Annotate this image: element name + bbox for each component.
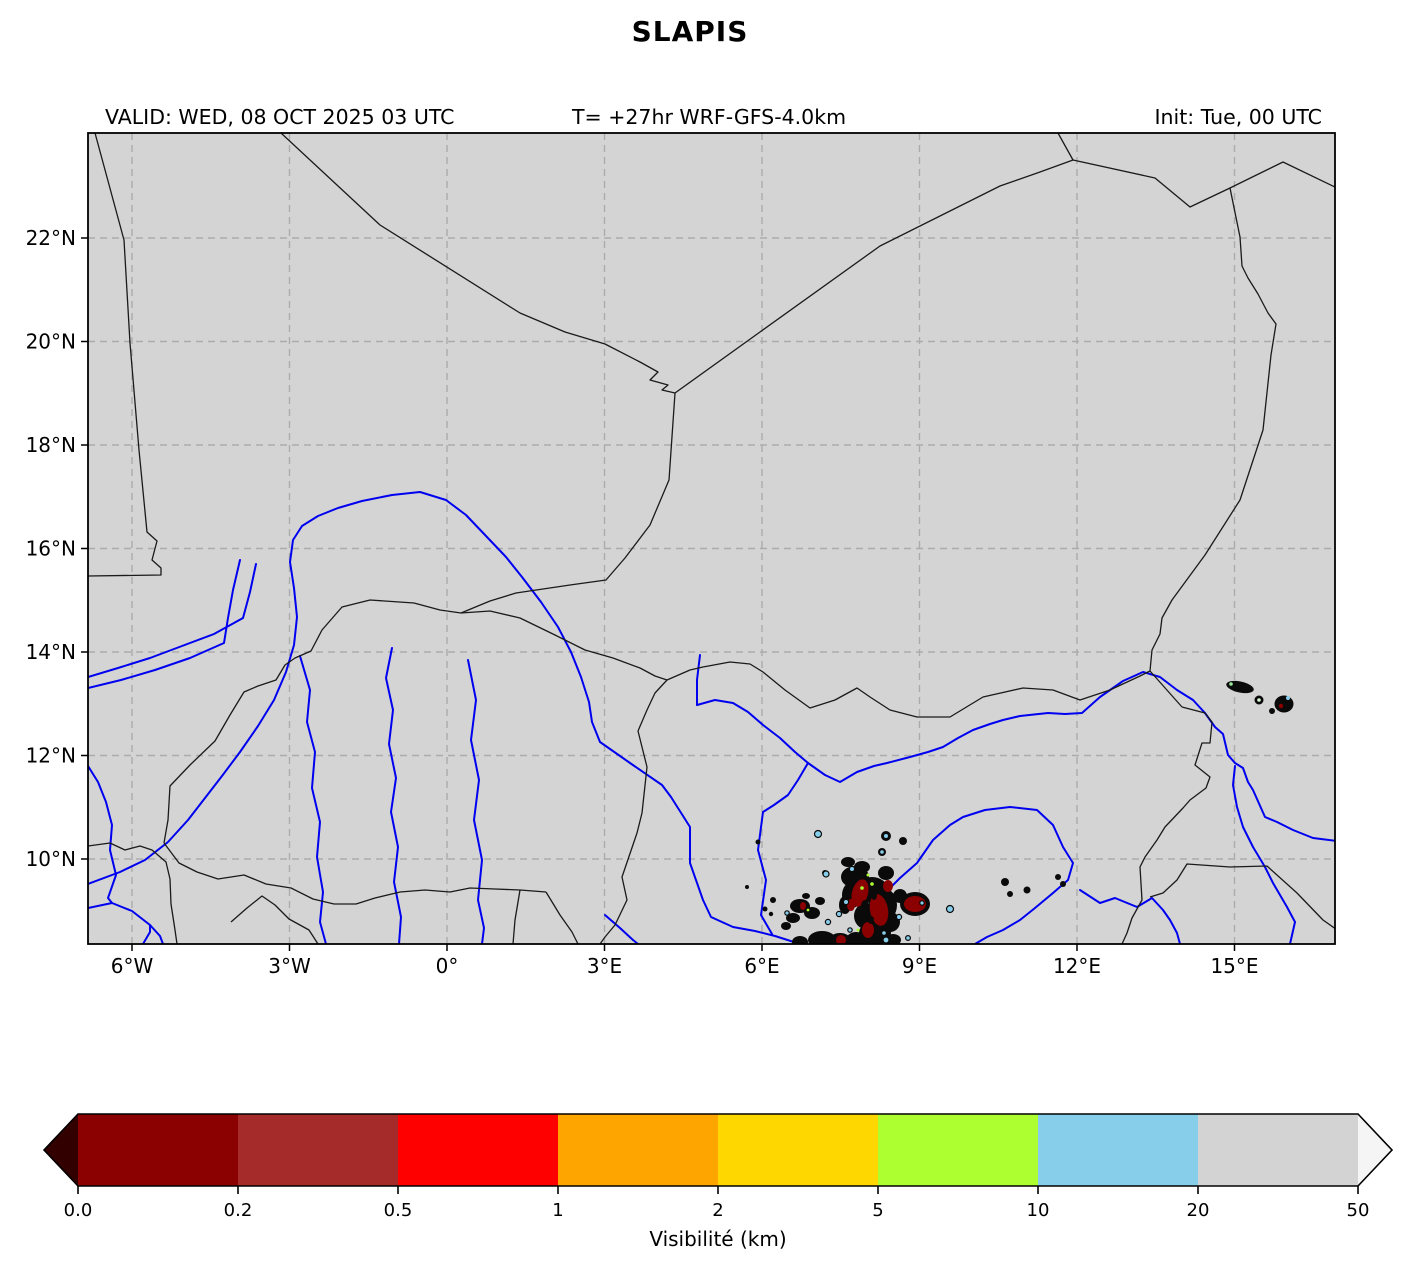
y-tick-label: 12°N [26, 744, 76, 768]
border-cameroon-car [1149, 863, 1335, 930]
axis-ticks [81, 237, 1236, 951]
border-algeria-niger [674, 159, 1074, 394]
x-tick-label: 6°E [744, 954, 779, 978]
border-algeria-libya [1057, 133, 1074, 161]
cbar-tick-label: 5 [872, 1200, 883, 1221]
river-lines [88, 491, 1335, 944]
river-sokoto [757, 762, 809, 935]
x-tick-label: 3°W [268, 954, 311, 978]
x-tick-label: 6°W [111, 954, 154, 978]
river-volta-1 [299, 655, 327, 944]
cbar-tick-label: 20 [1187, 1200, 1210, 1221]
map-frame [87, 132, 1336, 945]
river-logone [1079, 889, 1181, 944]
cbar-tick-label: 1 [552, 1200, 563, 1221]
border-burkina-niger [460, 610, 668, 681]
x-axis-labels: 6°W 3°W 0° 3°E 6°E 9°E 12°E 15°E [111, 954, 1259, 978]
cbar-tick-label: 50 [1347, 1200, 1370, 1221]
colorbar-seg-7 [1198, 1114, 1358, 1186]
border-libya-niger [1072, 159, 1335, 208]
x-tick-label: 15°E [1210, 954, 1258, 978]
colorbar-seg-0 [78, 1114, 238, 1186]
colorbar-under-arrow [44, 1114, 78, 1186]
colorbar-seg-6 [1038, 1114, 1198, 1186]
river-chari-east [1204, 712, 1335, 842]
x-tick-label: 12°E [1053, 954, 1101, 978]
cbar-tick-label: 0.5 [384, 1200, 413, 1221]
colorbar-seg-3 [558, 1114, 718, 1186]
x-tick-label: 9°E [902, 954, 937, 978]
lowvis-skyblue-fringe [784, 829, 955, 944]
y-tick-label: 10°N [26, 847, 76, 871]
y-axis-labels: 22°N 20°N 18°N 16°N 14°N 12°N 10°N [26, 226, 76, 871]
river-nw-band-2 [88, 563, 257, 678]
page-title: SLAPIS [632, 15, 749, 48]
colorbar-ticks [77, 1186, 1359, 1194]
river-yobe-loop [879, 806, 1074, 944]
y-tick-label: 20°N [26, 330, 76, 354]
river-west-squiggle [88, 765, 117, 904]
colorbar-tick-labels: 0.0 0.2 0.5 1 2 5 10 20 50 [64, 1200, 1370, 1221]
lowvis-skyblue-centers [880, 834, 888, 854]
y-tick-label: 16°N [26, 537, 76, 561]
lowvis-red-lobe [900, 892, 930, 916]
y-tick-label: 18°N [26, 433, 76, 457]
border-ghana-north [230, 895, 319, 944]
river-volta-2 [385, 647, 402, 944]
border-mali-niger [460, 392, 676, 614]
init-time-label: Init: Tue, 00 UTC [1155, 105, 1322, 129]
lowvis-black-speckle [861, 890, 877, 924]
border-niger-nigeria [637, 661, 1151, 732]
lowvis-green-specks [806, 873, 874, 932]
country-borders [88, 133, 1335, 944]
map-canvas [88, 133, 1335, 944]
cbar-tick-label: 0.0 [64, 1200, 93, 1221]
border-niger-chad [1149, 187, 1277, 708]
border-cotedivoire [88, 842, 178, 944]
river-small-south [604, 914, 639, 944]
colorbar-axis-label: Visibilité (km) [649, 1227, 786, 1251]
river-volta-3 [467, 659, 485, 944]
river-komadugu [696, 671, 1206, 783]
cbar-tick-label: 2 [712, 1200, 723, 1221]
river-sw-2 [142, 924, 151, 944]
colorbar-over-arrow [1358, 1114, 1392, 1186]
x-tick-label: 0° [436, 954, 459, 978]
model-leadtime-label: T= +27hr WRF-GFS-4.0km [571, 105, 846, 129]
river-upper-branch [696, 654, 701, 706]
border-togo-east [545, 891, 579, 944]
colorbar-seg-2 [398, 1114, 558, 1186]
colorbar-seg-1 [238, 1114, 398, 1186]
border-mali-burkina [163, 599, 462, 844]
colorbar-seg-5 [878, 1114, 1038, 1186]
river-niger-main [88, 491, 801, 944]
river-nw-band-1 [88, 559, 241, 689]
colorbar-seg-4 [718, 1114, 878, 1186]
x-tick-label: 3°E [587, 954, 622, 978]
y-tick-label: 14°N [26, 640, 76, 664]
cbar-tick-label: 10 [1027, 1200, 1050, 1221]
border-benin-nigeria [599, 730, 648, 944]
border-mauritania [88, 133, 162, 577]
valid-time-label: VALID: WED, 08 OCT 2025 03 UTC [105, 105, 454, 129]
cbar-tick-label: 0.2 [224, 1200, 253, 1221]
border-togo-west [512, 889, 521, 944]
grid-lines [88, 133, 1335, 944]
y-tick-label: 22°N [26, 226, 76, 250]
lowvis-red-cores [800, 879, 893, 944]
river-chari-south [1232, 765, 1296, 944]
river-sw-1 [88, 902, 164, 944]
lowvis-east-cluster [1226, 680, 1294, 714]
border-algeria-mali [280, 133, 676, 394]
colorbar: 0.0 0.2 0.5 1 2 5 10 20 50 Visibilité (k… [42, 1113, 1394, 1251]
border-burkina-south [163, 842, 547, 905]
low-visibility-cells [745, 680, 1294, 944]
border-chad-cameroon [1121, 706, 1213, 944]
